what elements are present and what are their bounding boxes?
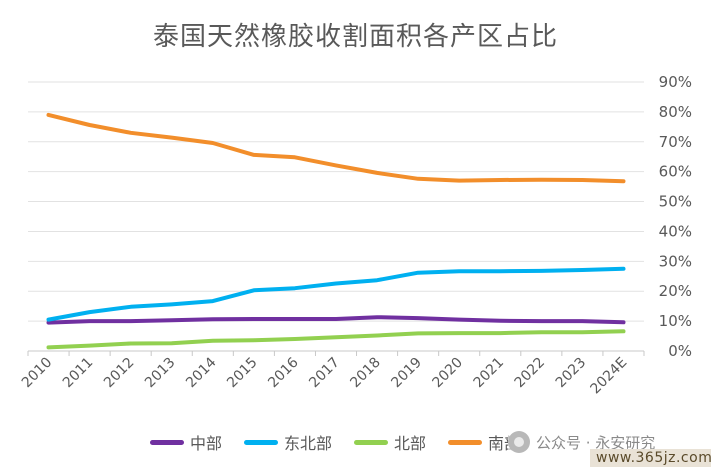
y-tick-label: 40% [659, 222, 692, 240]
x-tick-label: 2020 [430, 355, 467, 392]
x-tick-label: 2024E [588, 355, 631, 398]
x-tick-label: 2023 [553, 355, 590, 392]
y-tick-label: 30% [659, 252, 692, 270]
legend: 中部 东北部 北部 南部 [150, 431, 520, 453]
legend-item: 中部 [150, 430, 222, 454]
x-tick-label: 2011 [60, 355, 97, 392]
wechat-icon [508, 431, 530, 453]
legend-item: 北部 [354, 430, 426, 454]
x-tick-label: 2016 [265, 354, 302, 391]
legend-swatch [150, 439, 184, 445]
legend-swatch [244, 439, 279, 445]
series-line-东北部 [46, 266, 626, 322]
y-axis-ticks: 0% 10% 20% 30% 40% 50% 60% 70% 80% 90% [659, 73, 692, 360]
chart-title: 泰国天然橡胶收割面积各产区占比 [152, 22, 558, 52]
watermark-text: 公众号 · 永安研究 [536, 433, 656, 452]
legend-item: 东北部 [244, 430, 332, 454]
y-tick-label: 50% [659, 193, 692, 211]
legend-label: 北部 [394, 434, 427, 453]
x-axis-tick-marks [27, 351, 645, 356]
y-tick-label: 80% [659, 103, 692, 121]
x-tick-label: 2013 [142, 355, 179, 392]
watermark: 公众号 · 永安研究 [508, 431, 656, 453]
series-lines [46, 112, 626, 350]
legend-swatch [448, 439, 483, 445]
gridlines [28, 81, 644, 352]
series-line-中部 [46, 315, 626, 325]
x-tick-label: 2012 [101, 355, 138, 392]
x-tick-label: 2021 [471, 355, 508, 392]
y-tick-label: 70% [659, 133, 692, 151]
series-line-北部 [46, 329, 626, 350]
x-tick-label: 2018 [347, 355, 384, 392]
x-tick-label: 2022 [512, 355, 549, 392]
x-axis-labels: 2010 2011 2012 2013 2014 2015 2016 2017 2018 2019… [19, 354, 630, 397]
y-tick-label: 60% [659, 163, 692, 181]
x-tick-label: 2019 [388, 355, 425, 392]
x-tick-label: 2014 [183, 354, 220, 391]
y-tick-label: 10% [659, 312, 692, 330]
legend-label: 东北部 [284, 434, 333, 453]
x-tick-label: 2015 [224, 355, 261, 392]
legend-label: 中部 [190, 434, 223, 453]
legend-swatch [354, 439, 389, 445]
y-tick-label: 20% [659, 282, 692, 300]
y-tick-label: 90% [659, 73, 692, 91]
series-line-南部 [46, 112, 626, 184]
x-tick-label: 2017 [306, 355, 343, 392]
site-watermark: www.365jz.com [590, 449, 711, 467]
x-tick-label: 2010 [19, 355, 56, 392]
y-tick-label: 0% [668, 342, 692, 360]
